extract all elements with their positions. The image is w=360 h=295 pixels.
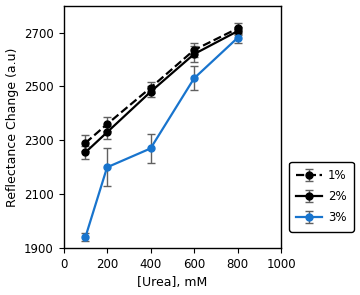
Legend: 1%, 2%, 3%: 1%, 2%, 3% [289, 162, 354, 232]
Y-axis label: Reflectance Change (a.u): Reflectance Change (a.u) [5, 47, 19, 206]
X-axis label: [Urea], mM: [Urea], mM [137, 276, 207, 289]
